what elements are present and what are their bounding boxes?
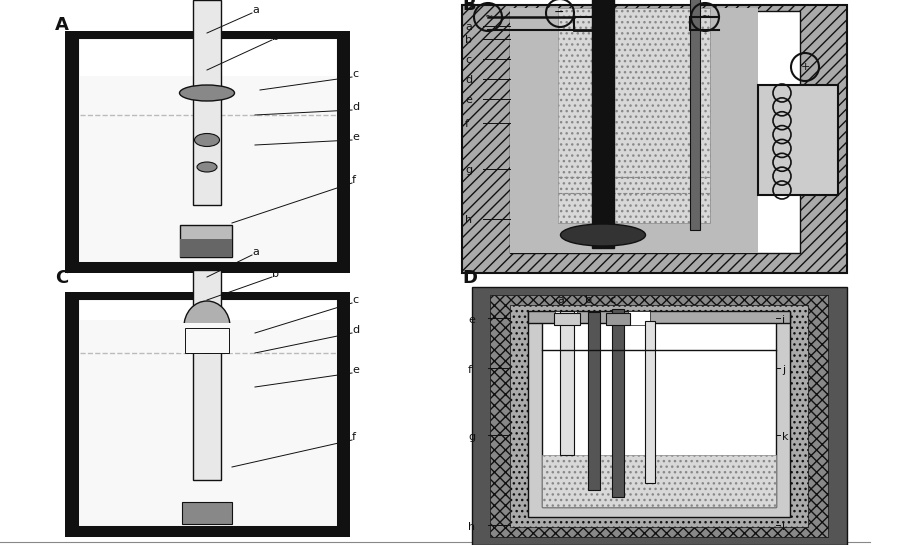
Text: a: a	[465, 22, 472, 32]
Bar	[510, 11, 558, 253]
Bar	[65, 31, 350, 273]
Bar	[80, 320, 336, 525]
Bar	[542, 319, 776, 507]
Text: g: g	[468, 432, 475, 442]
Text: c: c	[352, 69, 358, 79]
Text: c: c	[465, 55, 471, 65]
Text: j: j	[782, 365, 785, 375]
Text: d: d	[352, 102, 359, 112]
Text: e: e	[468, 315, 475, 325]
Text: f: f	[352, 432, 356, 442]
Bar	[179, 323, 235, 353]
Text: g: g	[465, 165, 472, 175]
Text: e: e	[352, 132, 359, 142]
Text: l: l	[782, 522, 785, 532]
Bar	[606, 313, 630, 325]
Text: e: e	[465, 95, 472, 105]
Text: A: A	[55, 16, 69, 34]
Bar	[472, 287, 847, 545]
Bar	[558, 8, 710, 223]
Text: i: i	[782, 315, 785, 325]
Bar	[758, 85, 838, 195]
Bar	[588, 312, 600, 490]
Text: B: B	[462, 0, 475, 14]
Text: C: C	[55, 269, 68, 287]
Bar	[528, 312, 790, 517]
Bar	[638, 8, 758, 30]
Text: +: +	[801, 62, 810, 72]
Text: b: b	[585, 295, 592, 305]
Text: b: b	[465, 35, 472, 45]
Bar	[690, 0, 700, 230]
Text: f: f	[468, 365, 472, 375]
Text: b: b	[272, 32, 279, 42]
Bar	[185, 328, 229, 353]
Bar	[80, 76, 336, 261]
Bar	[645, 321, 655, 483]
Text: k: k	[782, 432, 788, 442]
Bar	[710, 11, 758, 253]
Text: e: e	[352, 365, 359, 375]
Bar	[193, 0, 221, 205]
Bar	[510, 223, 758, 253]
Bar	[510, 8, 588, 30]
Text: ~: ~	[485, 12, 493, 22]
Text: h: h	[465, 215, 472, 225]
Bar	[193, 270, 221, 480]
Text: d: d	[352, 325, 359, 335]
Bar	[180, 225, 232, 257]
Bar	[490, 295, 828, 537]
Ellipse shape	[194, 134, 220, 147]
Bar	[542, 455, 776, 507]
Bar	[65, 292, 350, 537]
Text: a: a	[252, 5, 259, 15]
Bar	[180, 239, 232, 257]
Bar	[612, 309, 624, 497]
Bar	[592, 0, 614, 248]
Ellipse shape	[184, 301, 230, 353]
Text: a: a	[557, 295, 564, 305]
Text: f: f	[352, 175, 356, 185]
Bar	[560, 311, 574, 455]
Text: b: b	[272, 269, 279, 279]
Text: c: c	[352, 295, 358, 305]
Text: d: d	[465, 75, 472, 85]
Ellipse shape	[197, 162, 217, 172]
Text: D: D	[462, 269, 477, 287]
Text: −: −	[554, 6, 564, 19]
Ellipse shape	[561, 224, 645, 246]
Bar	[528, 311, 790, 323]
Text: c: c	[609, 295, 615, 305]
Bar	[182, 502, 232, 524]
Text: ~: ~	[702, 12, 710, 22]
Bar	[78, 38, 338, 263]
Text: a: a	[252, 247, 259, 257]
Bar	[554, 313, 580, 325]
Bar	[628, 311, 650, 325]
Bar	[462, 5, 847, 273]
Text: h: h	[468, 522, 475, 532]
Bar	[510, 305, 808, 527]
Bar	[510, 11, 800, 253]
Bar	[555, 311, 577, 325]
Ellipse shape	[179, 85, 235, 101]
Bar	[78, 299, 338, 527]
Text: f: f	[465, 119, 469, 129]
